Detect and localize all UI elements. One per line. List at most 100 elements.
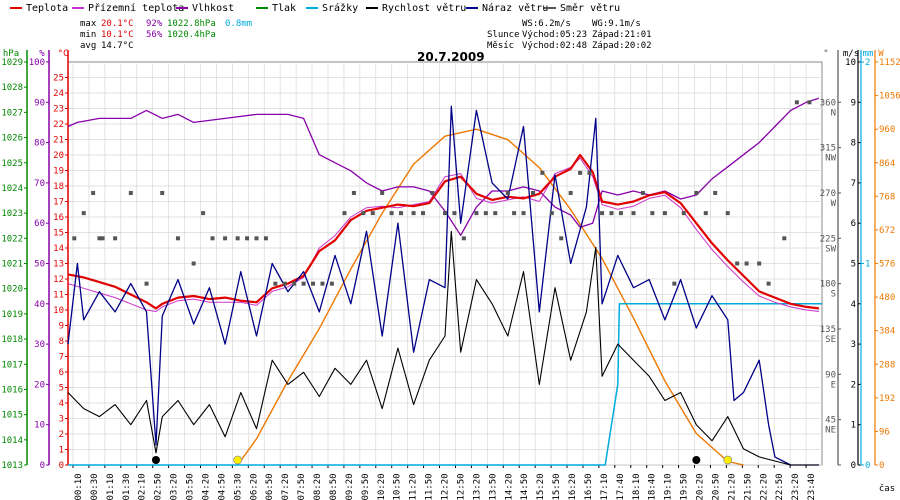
temperature-axis-tick-label: 21: [53, 136, 64, 146]
avg-label: avg: [80, 41, 97, 51]
chart-title: 20.7.2009: [417, 50, 485, 64]
solar-axis-tick-label: 768: [879, 192, 895, 202]
series-teplota: [67, 153, 820, 310]
moon-label: Měsíc: [487, 41, 515, 51]
temperature-axis-tick-label: 3: [59, 415, 64, 425]
wind-axis-tick-label: 6: [851, 219, 856, 229]
direction-axis-tick-label: 315: [820, 144, 836, 154]
wind-direction-point: [681, 211, 686, 216]
wind-direction-point: [452, 211, 457, 216]
wind-axis-tick-label: 0: [851, 461, 856, 471]
direction-axis-compass-label: N: [831, 108, 836, 118]
x-tick-label: 20:50: [711, 473, 721, 500]
temperature-axis-tick-label: 13: [53, 260, 64, 270]
x-axis: 00:10 00:30 01:10 01:30 02:10 02:50 03:20 03:50…: [72, 465, 895, 500]
wind-direction-point: [461, 236, 466, 241]
humidity-axis-tick-label: 90: [34, 98, 45, 108]
temperature-axis-tick-label: 7: [59, 353, 64, 363]
humidity-axis-tick-label: 70: [34, 179, 45, 189]
wind-direction-point: [81, 211, 86, 216]
wind-direction-point: [559, 236, 564, 241]
wind-direction-point: [549, 211, 554, 216]
wind-direction-point: [235, 236, 240, 241]
pressure-axis-tick-label: 1018: [1, 335, 23, 345]
x-tick-label: 11:50: [425, 473, 435, 500]
direction-axis-tick-label: 225: [820, 234, 836, 244]
wind-direction-point: [175, 236, 180, 241]
legend-swatch: [306, 7, 318, 9]
sun-rise: Východ:05:23: [522, 30, 588, 40]
pressure-axis-tick-label: 1026: [1, 134, 23, 144]
direction-axis-tick-label: 45: [825, 416, 836, 426]
x-tick-label: 14:20: [504, 473, 514, 500]
x-tick-label: 21:50: [743, 473, 753, 500]
direction-axis-compass-label: S: [831, 290, 836, 300]
wind-direction-point: [807, 100, 812, 105]
temperature-axis-tick-label: 5: [59, 384, 64, 394]
rain-axis-tick-label: 1: [865, 260, 870, 270]
temperature-axis-tick-label: 6: [59, 368, 64, 378]
direction-axis-tick-label: 360: [820, 98, 836, 108]
wind-speed-max: WS:6.2m/s: [522, 19, 571, 29]
series-n-raz-v-tru: [67, 105, 819, 466]
solar-axis-tick-label: 1056: [879, 92, 900, 102]
wind-direction-point: [568, 190, 573, 195]
wind-direction-point: [766, 281, 771, 286]
x-tick-label: 22:50: [775, 473, 785, 500]
pressure-axis-tick-label: 1016: [1, 385, 23, 395]
temperature-axis-tick-label: 17: [53, 198, 64, 208]
humidity-axis-tick-label: 10: [34, 421, 45, 431]
wind-direction-point: [609, 211, 614, 216]
wind-direction-point: [144, 281, 149, 286]
wind-axis-tick-label: 10: [845, 58, 856, 68]
wind-direction-point: [223, 236, 228, 241]
x-tick-label: 04:20: [201, 473, 211, 500]
legend-label: Teplota: [26, 3, 69, 14]
x-tick-label: 20:20: [696, 473, 706, 500]
series-p-zemn-teplota: [67, 157, 819, 312]
series-rychlost-v-tru: [67, 230, 819, 466]
temperature-axis-tick-label: 20: [53, 151, 64, 161]
rain-axis-label: mm: [863, 49, 874, 59]
wind-axis-tick-label: 3: [851, 340, 856, 350]
wind-direction-point: [443, 211, 447, 216]
x-tick-label: 01:30: [122, 473, 132, 500]
wind-direction-point: [191, 261, 196, 266]
pressure-axis-tick-label: 1023: [1, 209, 23, 219]
series-layer: [67, 97, 822, 466]
x-tick-label: 08:20: [313, 473, 323, 500]
solar-axis-tick-label: 0: [879, 461, 884, 471]
wind-direction-point: [245, 236, 250, 241]
humidity-axis-tick-label: 40: [34, 300, 45, 310]
x-tick-label: 03:50: [186, 473, 196, 500]
wind-direction-point: [600, 211, 605, 216]
x-tick-label: 16:50: [584, 473, 594, 500]
humidity-axis-tick-label: 0: [40, 461, 45, 471]
direction-axis-tick-label: 90: [825, 370, 836, 380]
x-tick-label: 09:50: [361, 473, 371, 500]
x-tick-label: 11:20: [409, 473, 419, 500]
moon-rise: Východ:02:48: [522, 41, 588, 51]
wind-direction-point: [521, 211, 526, 216]
x-tick-label: 13:50: [488, 473, 498, 500]
x-tick-label: 14:50: [520, 473, 530, 500]
legend-bar: Teplota Přízemní teplota Vlhkost Tlak Srážky…: [0, 0, 900, 16]
wind-direction-point: [72, 236, 77, 241]
wind-direction-point: [650, 211, 655, 216]
wind-direction-point: [160, 190, 165, 195]
x-tick-label: 08:50: [329, 473, 339, 500]
solar-axis-tick-label: 384: [879, 327, 895, 337]
legend-item: Směr větru: [544, 3, 620, 14]
direction-axis-compass-label: SE: [825, 335, 836, 345]
temperature-axis-tick-label: 12: [53, 275, 64, 285]
wind-direction-point: [342, 211, 347, 216]
x-tick-label: 06:50: [265, 473, 275, 500]
temperature-axis-tick-label: 10: [53, 306, 64, 316]
wind-direction-point: [113, 236, 118, 241]
legend-swatch: [466, 7, 478, 9]
wind-direction-point: [282, 281, 287, 286]
wind-direction-point: [254, 236, 259, 241]
pressure-axis-tick-label: 1014: [1, 436, 23, 446]
wind-direction-point: [512, 211, 517, 216]
